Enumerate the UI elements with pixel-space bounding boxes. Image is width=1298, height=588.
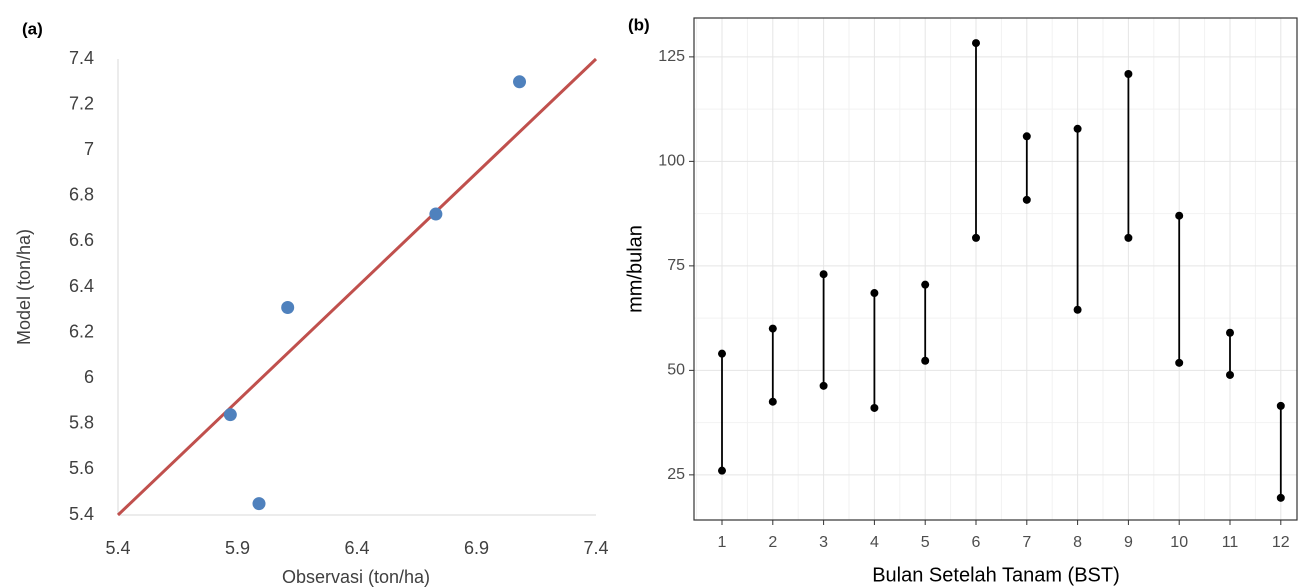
high-point — [768, 324, 777, 333]
y-tick-label: 6.2 — [69, 321, 94, 341]
y-tick-label: 6.4 — [69, 276, 94, 296]
data-point — [429, 207, 443, 221]
x-tick-label: 5.9 — [225, 538, 250, 558]
panel-border — [693, 17, 1298, 521]
y-tick-label: 75 — [667, 257, 685, 274]
x-tick-label: 4 — [870, 534, 879, 551]
low-point — [972, 233, 980, 242]
high-point — [972, 39, 980, 48]
data-point — [223, 408, 237, 422]
data-point — [513, 75, 527, 89]
y-axis-title: Model (ton/ha) — [14, 229, 34, 345]
data-point — [281, 301, 295, 315]
high-point — [1022, 132, 1031, 141]
high-point — [1175, 211, 1184, 220]
high-point — [921, 280, 930, 289]
y-tick-label: 5.8 — [69, 413, 94, 433]
low-point — [718, 466, 726, 475]
y-tick-label: 5.4 — [69, 504, 94, 524]
low-point — [1022, 195, 1031, 204]
x-tick-label: 3 — [819, 534, 828, 551]
low-point — [1276, 493, 1285, 502]
y-tick-label: 125 — [658, 48, 685, 65]
x-tick-label: 10 — [1170, 534, 1188, 551]
x-tick-label: 6.9 — [464, 538, 489, 558]
y-tick-label: 7.4 — [69, 48, 94, 68]
x-tick-label: 5 — [921, 534, 930, 551]
x-tick-label: 7.4 — [583, 538, 608, 558]
low-point — [870, 403, 879, 412]
x-tick-label: 6.4 — [344, 538, 369, 558]
x-tick-label: 6 — [972, 534, 981, 551]
high-point — [1226, 328, 1234, 337]
high-point — [870, 289, 879, 298]
y-tick-label: 7 — [84, 139, 94, 159]
x-tick-label: 2 — [768, 534, 777, 551]
y-tick-label: 25 — [667, 466, 685, 483]
y-tick-label: 50 — [667, 362, 685, 379]
low-point — [1073, 305, 1082, 314]
y-tick-label: 5.6 — [69, 458, 94, 478]
x-tick-label: 1 — [718, 534, 727, 551]
y-tick-label: 7.2 — [69, 93, 94, 113]
high-point — [718, 349, 726, 358]
low-point — [819, 381, 828, 390]
x-axis-title: Observasi (ton/ha) — [282, 567, 430, 587]
x-tick-label: 5.4 — [105, 538, 130, 558]
x-tick-label: 9 — [1124, 534, 1133, 551]
x-tick-label: 8 — [1073, 534, 1082, 551]
y-tick-label: 100 — [658, 153, 685, 170]
high-point — [1124, 70, 1133, 79]
data-point — [252, 497, 266, 511]
x-tick-label: 11 — [1222, 534, 1239, 551]
x-axis-title: Bulan Setelah Tanam (BST) — [872, 564, 1120, 586]
y-axis-title: mm/bulan — [624, 225, 646, 313]
low-point — [1226, 370, 1234, 379]
y-tick-label: 6.6 — [69, 230, 94, 250]
low-point — [921, 356, 930, 365]
y-tick-label: 6.8 — [69, 185, 94, 205]
high-point — [1073, 124, 1082, 133]
y-tick-label: 6 — [84, 367, 94, 387]
x-tick-label: 7 — [1022, 534, 1031, 551]
panel-label: (b) — [628, 15, 650, 34]
low-point — [768, 397, 777, 406]
high-point — [1276, 401, 1285, 410]
panel-label: (a) — [22, 19, 43, 38]
low-point — [1124, 233, 1133, 242]
x-tick-label: 12 — [1272, 534, 1290, 551]
low-point — [1175, 358, 1184, 367]
reference-line — [116, 57, 598, 517]
high-point — [819, 270, 828, 279]
